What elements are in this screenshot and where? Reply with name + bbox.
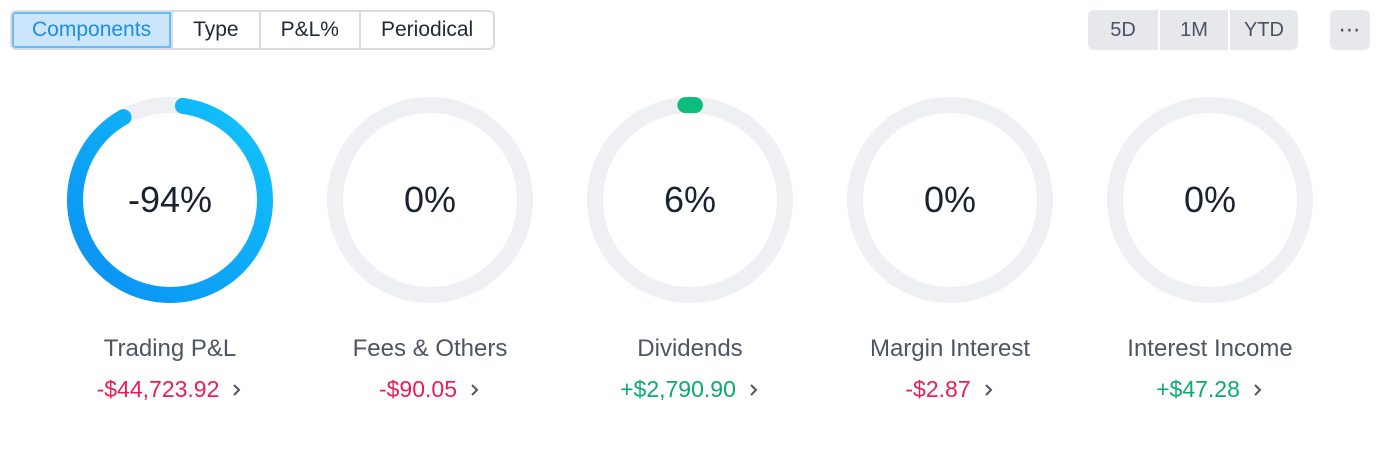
component-card-fees-others: 0% Fees & Others -$90.05 <box>320 95 540 405</box>
ring-chart: 6% <box>585 95 795 305</box>
tab-components[interactable]: Components <box>12 12 172 48</box>
range-5d-button[interactable]: 5D <box>1088 10 1158 50</box>
range-ytd-button[interactable]: YTD <box>1228 10 1298 50</box>
component-card-margin-interest: 0% Margin Interest -$2.87 <box>840 95 1060 405</box>
chevron-right-icon <box>750 383 758 396</box>
component-label: Trading P&L <box>103 335 237 362</box>
ring-chart: 0% <box>845 95 1055 305</box>
range-1m-button[interactable]: 1M <box>1158 10 1228 50</box>
ring-track <box>847 97 1053 303</box>
ellipsis-icon: ⋯ <box>1338 17 1362 42</box>
ring-chart: 0% <box>1105 95 1315 305</box>
ring-percent: 6% <box>663 179 717 220</box>
ring-svg <box>587 97 793 303</box>
component-label: Interest Income <box>1127 335 1293 362</box>
component-value-link[interactable]: +$47.28 <box>1100 376 1320 403</box>
ring-track <box>327 97 533 303</box>
chevron-right-icon <box>471 383 479 396</box>
chevron-right-icon <box>984 383 993 396</box>
range-selector: 5D 1M YTD <box>1088 10 1298 50</box>
ring-arc <box>67 97 273 303</box>
chevron-right-icon <box>1254 383 1262 396</box>
component-value-link[interactable]: -$44,723.92 <box>60 376 280 403</box>
ring-arc <box>587 97 793 303</box>
component-card-dividends: 6% Dividends +$2,790.90 <box>580 95 800 405</box>
more-options-button[interactable]: ⋯ <box>1330 10 1370 50</box>
component-label: Margin Interest <box>869 335 1031 362</box>
component-amount: -$2.87 <box>905 376 971 402</box>
view-tabs: Components Type P&L% Periodical <box>10 10 496 50</box>
tab-pl-percent[interactable]: P&L% <box>258 12 359 48</box>
ring-svg <box>67 97 273 303</box>
ring-chart: -94% <box>65 95 275 305</box>
component-card-trading-pl: -94% Trading P&L -$44,723.92 <box>60 95 280 405</box>
component-amount: -$90.05 <box>378 376 457 402</box>
ring-percent: 0% <box>923 179 977 220</box>
component-card-interest-income: 0% Interest Income +$47.28 <box>1100 95 1320 405</box>
ring-chart: 0% <box>325 95 535 305</box>
component-amount: -$44,723.92 <box>96 376 220 402</box>
ring-svg <box>1107 97 1313 303</box>
component-value-link[interactable]: +$2,790.90 <box>580 376 800 403</box>
chevron-right-icon <box>233 383 241 396</box>
ring-svg <box>847 97 1053 303</box>
ring-percent: 0% <box>403 179 457 220</box>
component-value-link[interactable]: -$2.87 <box>840 376 1060 403</box>
component-value-link[interactable]: -$90.05 <box>320 376 540 403</box>
tab-type[interactable]: Type <box>171 12 259 48</box>
component-label: Fees & Others <box>352 335 508 362</box>
ring-svg <box>327 97 533 303</box>
ring-track <box>1107 97 1313 303</box>
component-amount: +$2,790.90 <box>620 376 736 402</box>
component-label: Dividends <box>637 335 743 362</box>
tab-periodical[interactable]: Periodical <box>358 12 493 48</box>
ring-percent: 0% <box>1183 179 1237 220</box>
ring-percent: -94% <box>127 179 213 220</box>
component-amount: +$47.28 <box>1156 376 1240 402</box>
